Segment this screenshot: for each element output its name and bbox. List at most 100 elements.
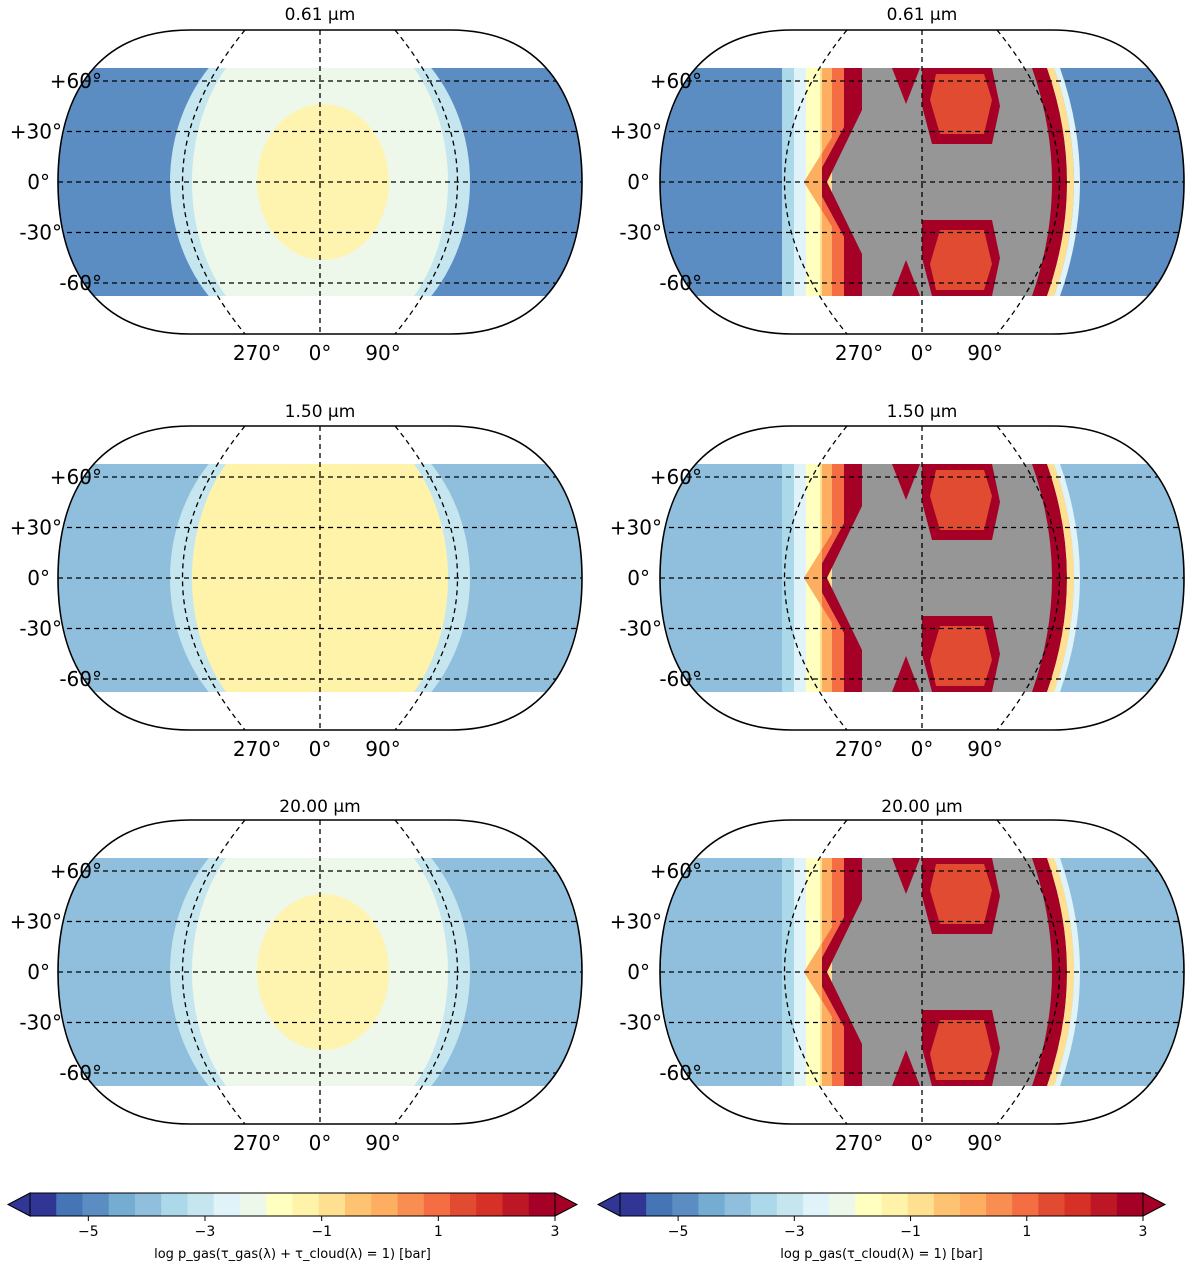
panel-title: 20.00 μm bbox=[279, 797, 360, 817]
cloud-patch-south bbox=[930, 626, 992, 686]
colorbar-tick-label: −1 bbox=[311, 1224, 332, 1240]
colorbar-segment bbox=[986, 1193, 1013, 1216]
longitude-tick-label: 0° bbox=[911, 737, 934, 761]
colorbar-segment bbox=[318, 1193, 346, 1216]
map-panel-6: 20.00 μm +60° +30° 0° -30° -60° 270° 0° 90° bbox=[610, 797, 1185, 1155]
longitude-gridline bbox=[181, 820, 246, 1124]
latitude-tick-label: -30° bbox=[619, 617, 662, 641]
colorbar-segment bbox=[82, 1193, 110, 1216]
colorbar-segment bbox=[1090, 1193, 1118, 1216]
cloud-notch bbox=[892, 464, 920, 500]
colorbar-tick-label: 1 bbox=[1022, 1224, 1031, 1240]
colorbar-segment bbox=[646, 1193, 673, 1216]
colorbar-segment bbox=[292, 1193, 320, 1216]
latitude-tick-label: -60° bbox=[659, 1061, 702, 1085]
colorbar-extend-high bbox=[554, 1192, 579, 1217]
map-panel-1: 0.61 μm +60° +30° 0° -30° -60° 270° 0° 90° bbox=[10, 5, 583, 365]
latitude-tick-label: 0° bbox=[27, 566, 50, 590]
latitude-tick-label: +30° bbox=[610, 516, 662, 540]
longitude-gridline bbox=[783, 426, 848, 730]
colorbar-segment bbox=[266, 1193, 293, 1216]
latitude-tick-label: +30° bbox=[610, 910, 662, 934]
cloud-patch-north bbox=[930, 864, 992, 924]
latitude-tick-label: +30° bbox=[10, 516, 62, 540]
colorbar-tick-label: −3 bbox=[784, 1224, 805, 1240]
colorbar-label: log p_gas(τ_cloud(λ) = 1) [bar] bbox=[780, 1247, 982, 1262]
colorbar-segment bbox=[56, 1193, 83, 1216]
cloud-patch-south bbox=[930, 230, 992, 290]
cloud-notch bbox=[892, 656, 920, 692]
colorbar-segment bbox=[187, 1193, 215, 1216]
longitude-tick-label: 0° bbox=[309, 1131, 332, 1155]
map-panel-2: 0.61 μm +60° +30° 0° -30° -60° 270° 0° 90° bbox=[610, 5, 1185, 365]
latitude-tick-label: -30° bbox=[619, 221, 662, 245]
latitude-tick-label: +30° bbox=[610, 120, 662, 144]
latitude-tick-label: +60° bbox=[50, 859, 102, 883]
latitude-tick-label: +60° bbox=[50, 465, 102, 489]
gridlines bbox=[660, 30, 1184, 334]
longitude-tick-label: 0° bbox=[911, 341, 934, 365]
east-terminator bbox=[1054, 464, 1080, 692]
longitude-tick-label: 270° bbox=[233, 1131, 281, 1155]
cloud-notch bbox=[892, 1050, 920, 1086]
colorbar-segment bbox=[750, 1193, 778, 1216]
longitude-tick-label: 270° bbox=[233, 737, 281, 761]
colorbar-segment bbox=[803, 1193, 830, 1216]
terminator-cloud bbox=[814, 68, 862, 296]
colorbar-tick-label: −5 bbox=[78, 1224, 99, 1240]
latitude-tick-label: +30° bbox=[10, 120, 62, 144]
colorbar-segment bbox=[371, 1193, 398, 1216]
map-outline bbox=[659, 29, 1185, 335]
cloud-notch bbox=[892, 68, 920, 104]
gridlines bbox=[58, 30, 582, 334]
colorbar-segment bbox=[423, 1193, 451, 1216]
terminator-cloud bbox=[804, 858, 844, 1086]
colorbar-tick-label: 1 bbox=[434, 1224, 443, 1240]
colorbar-segment bbox=[855, 1193, 882, 1216]
latitude-tick-label: -30° bbox=[19, 617, 62, 641]
latitude-tick-label: +60° bbox=[650, 859, 702, 883]
longitude-tick-label: 90° bbox=[365, 341, 400, 365]
longitude-tick-label: 90° bbox=[967, 1131, 1002, 1155]
gridlines bbox=[660, 820, 1184, 1124]
terminator-cloud bbox=[804, 464, 844, 692]
colorbar-segment bbox=[345, 1193, 372, 1216]
colorbar-1: −5 −3 −1 1 3 log p_gas(τ_gas(λ) + τ_cloud(λ) … bbox=[6, 1192, 579, 1262]
cloud-notch bbox=[892, 858, 920, 894]
longitude-gridline bbox=[181, 30, 246, 334]
colorbar-extend-low bbox=[596, 1192, 621, 1217]
latitude-tick-label: -60° bbox=[59, 667, 102, 691]
latitude-tick-label: -30° bbox=[19, 1011, 62, 1035]
east-terminator bbox=[1054, 858, 1080, 1086]
cloud-patch-south bbox=[930, 1020, 992, 1080]
east-terminator bbox=[1054, 68, 1080, 296]
east-terminator bbox=[1032, 68, 1067, 296]
colorbar-tick-label: −5 bbox=[668, 1224, 689, 1240]
map-outline bbox=[57, 819, 583, 1125]
latitude-tick-label: -30° bbox=[19, 221, 62, 245]
latitude-tick-label: -60° bbox=[659, 667, 702, 691]
map-outline bbox=[57, 29, 583, 335]
colorbar-segment bbox=[528, 1193, 556, 1216]
panel-title: 0.61 μm bbox=[887, 5, 958, 25]
colorbar-segment bbox=[1038, 1193, 1066, 1216]
longitude-tick-label: 270° bbox=[835, 341, 883, 365]
colorbar-segment bbox=[450, 1193, 477, 1216]
gridlines bbox=[660, 426, 1184, 730]
panel-title: 1.50 μm bbox=[285, 402, 356, 422]
colorbar-frame bbox=[619, 1192, 1144, 1217]
latitude-tick-label: +60° bbox=[650, 69, 702, 93]
colorbar-segment bbox=[959, 1193, 987, 1216]
longitude-gridline bbox=[394, 820, 459, 1124]
latitude-tick-label: +30° bbox=[10, 910, 62, 934]
terminator-cloud bbox=[814, 858, 862, 1086]
longitude-gridline bbox=[181, 426, 246, 730]
longitude-tick-label: 90° bbox=[365, 737, 400, 761]
colorbar-tick-label: 3 bbox=[1139, 1224, 1148, 1240]
longitude-gridline bbox=[783, 30, 848, 334]
colorbar-segment bbox=[933, 1193, 961, 1216]
panel-title: 0.61 μm bbox=[285, 5, 356, 25]
latitude-tick-label: -60° bbox=[59, 271, 102, 295]
colorbar-segment bbox=[30, 1193, 57, 1216]
